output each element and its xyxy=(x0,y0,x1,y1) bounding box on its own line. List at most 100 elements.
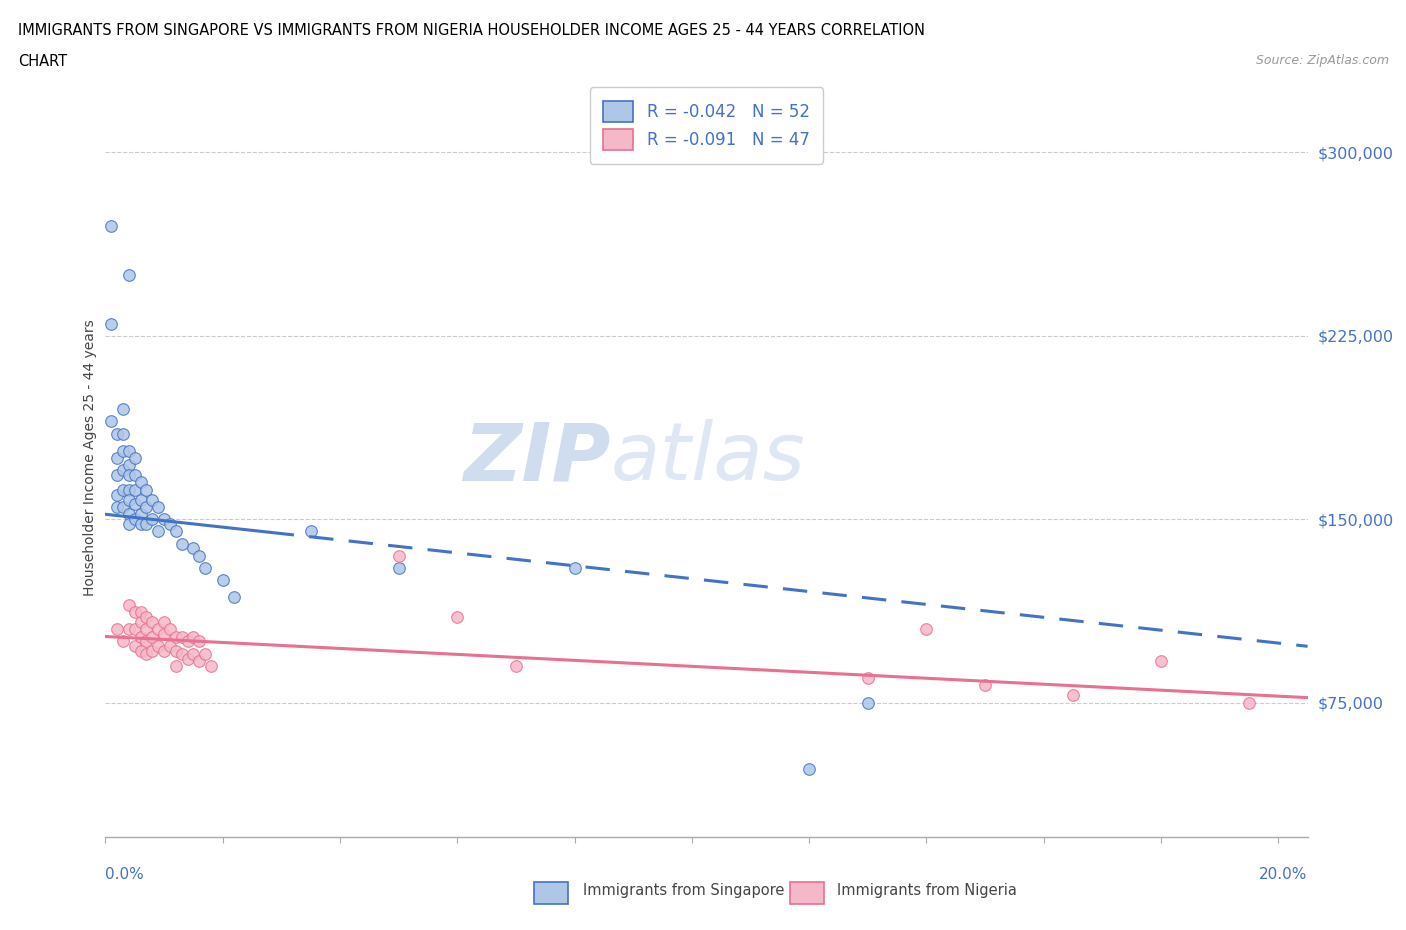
Text: Source: ZipAtlas.com: Source: ZipAtlas.com xyxy=(1256,54,1389,67)
Point xyxy=(129,516,152,531)
Point xyxy=(135,609,157,624)
Point xyxy=(129,604,152,619)
Point xyxy=(159,516,181,531)
Text: IMMIGRANTS FROM SINGAPORE VS IMMIGRANTS FROM NIGERIA HOUSEHOLDER INCOME AGES 25 : IMMIGRANTS FROM SINGAPORE VS IMMIGRANTS … xyxy=(18,23,925,38)
Point xyxy=(135,516,157,531)
Point xyxy=(100,219,122,233)
Point xyxy=(211,573,233,588)
Text: Immigrants from Singapore: Immigrants from Singapore xyxy=(583,884,785,898)
Point xyxy=(124,622,146,637)
Point xyxy=(153,644,176,658)
Point xyxy=(170,629,193,644)
Point xyxy=(118,267,141,282)
Point xyxy=(856,695,879,710)
Point xyxy=(112,463,135,478)
Y-axis label: Householder Income Ages 25 - 44 years: Householder Income Ages 25 - 44 years xyxy=(83,320,97,596)
Point xyxy=(564,561,586,576)
Point xyxy=(100,316,122,331)
Point xyxy=(299,524,322,538)
Point xyxy=(148,524,170,538)
Point xyxy=(129,629,152,644)
Point xyxy=(118,444,141,458)
Point xyxy=(141,492,163,507)
Text: atlas: atlas xyxy=(610,419,806,497)
Point xyxy=(141,512,163,526)
Point xyxy=(124,468,146,483)
Point xyxy=(118,492,141,507)
Point xyxy=(1150,654,1173,669)
Point xyxy=(165,644,187,658)
Point xyxy=(112,402,135,417)
Point xyxy=(112,634,135,649)
Point xyxy=(112,426,135,441)
Point xyxy=(388,561,411,576)
Text: 0.0%: 0.0% xyxy=(105,867,145,882)
Point xyxy=(176,634,198,649)
Text: CHART: CHART xyxy=(18,54,67,69)
Point xyxy=(112,499,135,514)
Point xyxy=(1237,695,1260,710)
Point xyxy=(153,615,176,630)
Point xyxy=(118,622,141,637)
Point xyxy=(153,627,176,642)
Point xyxy=(856,671,879,685)
Point xyxy=(141,629,163,644)
Point xyxy=(129,644,152,658)
Point xyxy=(105,426,128,441)
Point xyxy=(194,646,217,661)
Point xyxy=(118,458,141,472)
Point xyxy=(194,561,217,576)
Point xyxy=(224,590,246,604)
Point xyxy=(915,622,938,637)
Point xyxy=(124,497,146,512)
Point xyxy=(153,512,176,526)
Point xyxy=(188,634,211,649)
Point xyxy=(170,537,193,551)
Point xyxy=(188,654,211,669)
Point xyxy=(446,609,468,624)
Point xyxy=(135,483,157,498)
Point xyxy=(124,483,146,498)
Point xyxy=(148,639,170,654)
Point xyxy=(105,622,128,637)
Point xyxy=(105,451,128,466)
Point xyxy=(188,549,211,564)
Point xyxy=(112,483,135,498)
Point xyxy=(118,483,141,498)
Text: 20.0%: 20.0% xyxy=(1260,867,1308,882)
Point xyxy=(135,646,157,661)
Point xyxy=(183,629,205,644)
Point xyxy=(148,622,170,637)
Point xyxy=(135,622,157,637)
Point xyxy=(159,639,181,654)
Point xyxy=(105,499,128,514)
Point xyxy=(974,678,997,693)
Point xyxy=(141,615,163,630)
Point xyxy=(118,516,141,531)
Legend: R = -0.042   N = 52, R = -0.091   N = 47: R = -0.042 N = 52, R = -0.091 N = 47 xyxy=(591,87,823,164)
Point xyxy=(183,646,205,661)
Point xyxy=(129,475,152,490)
Point xyxy=(129,507,152,522)
Text: ZIP: ZIP xyxy=(463,419,610,497)
Point xyxy=(165,658,187,673)
Point xyxy=(124,604,146,619)
Point xyxy=(141,644,163,658)
Point xyxy=(118,507,141,522)
Point xyxy=(797,761,820,776)
Point xyxy=(388,549,411,564)
Point xyxy=(148,499,170,514)
Point xyxy=(505,658,527,673)
Point xyxy=(112,444,135,458)
Point xyxy=(124,639,146,654)
Point xyxy=(118,597,141,612)
Point xyxy=(118,468,141,483)
Point xyxy=(124,451,146,466)
Point xyxy=(183,541,205,556)
Point xyxy=(129,615,152,630)
Point xyxy=(135,499,157,514)
Point xyxy=(1062,688,1084,703)
Point xyxy=(135,634,157,649)
Point xyxy=(159,622,181,637)
Point xyxy=(124,512,146,526)
